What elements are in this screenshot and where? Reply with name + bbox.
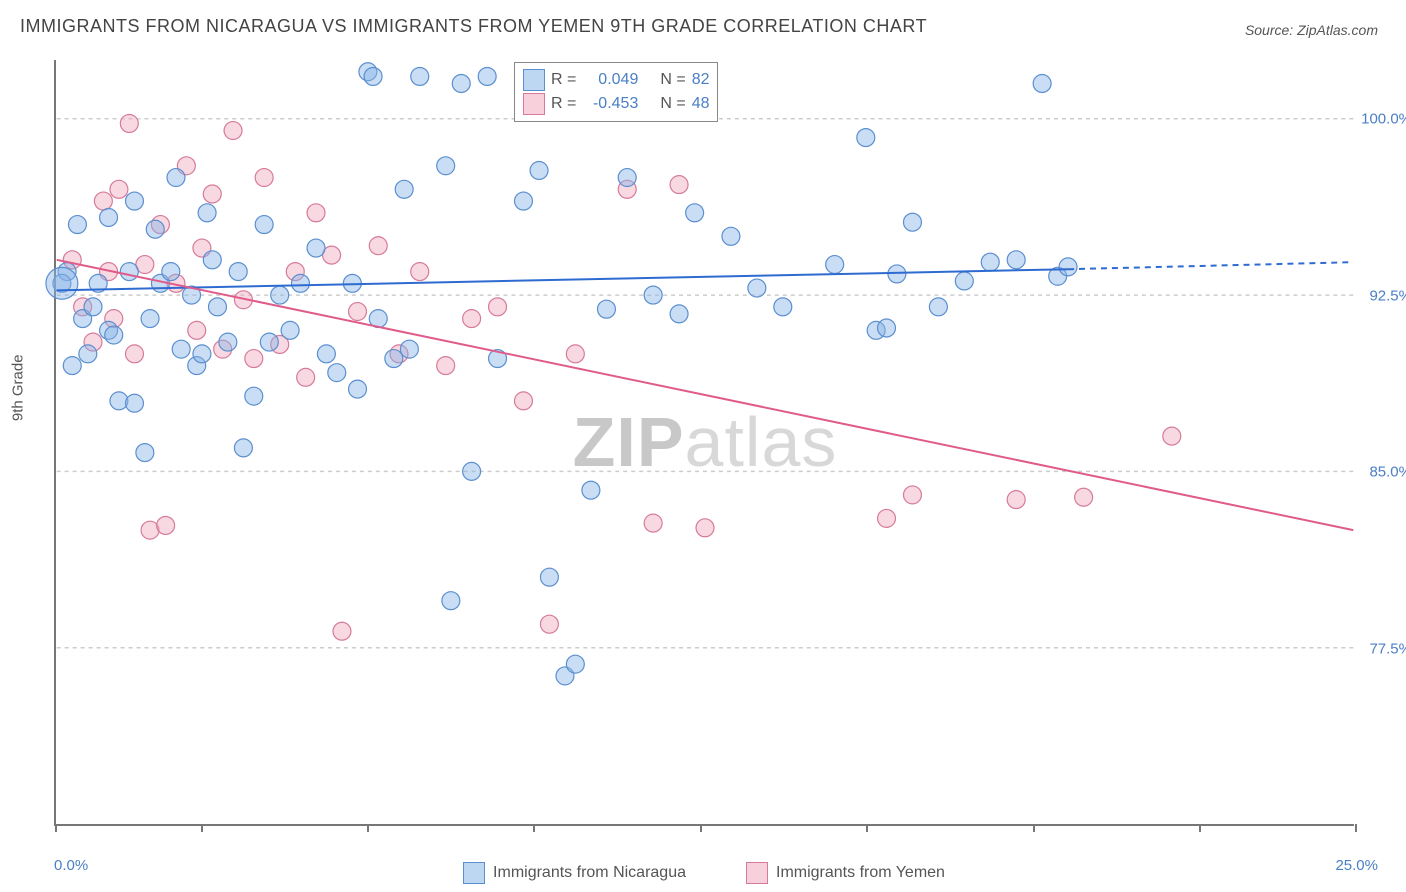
x-tick <box>700 824 702 832</box>
r-label: R = <box>551 71 576 89</box>
r-value: -0.453 <box>582 95 638 113</box>
plot-svg <box>56 60 1354 824</box>
chart-title: IMMIGRANTS FROM NICARAGUA VS IMMIGRANTS … <box>20 16 927 37</box>
x-tick <box>55 824 57 832</box>
source-attribution: Source: ZipAtlas.com <box>1245 22 1378 38</box>
y-axis-label: 9th Grade <box>10 354 27 421</box>
x-tick <box>1033 824 1035 832</box>
r-label: R = <box>551 95 576 113</box>
chart-container: IMMIGRANTS FROM NICARAGUA VS IMMIGRANTS … <box>0 0 1406 892</box>
x-tick <box>367 824 369 832</box>
series-legend-item: Immigrants from Yemen <box>746 862 945 884</box>
r-value: 0.049 <box>582 71 638 89</box>
series-legend-item: Immigrants from Nicaragua <box>463 862 686 884</box>
plot-area: ZIPatlas 77.5%85.0%92.5%100.0% <box>54 60 1354 826</box>
x-tick <box>533 824 535 832</box>
x-tick-label: 25.0% <box>1335 857 1378 874</box>
correlation-legend: R = 0.049 N = 82 R = -0.453 N = 48 <box>514 62 718 122</box>
series-legend: Immigrants from Nicaragua Immigrants from… <box>54 862 1354 884</box>
x-tick <box>1199 824 1201 832</box>
series-label: Immigrants from Yemen <box>776 864 945 882</box>
x-tick <box>1355 824 1357 832</box>
x-tick-label: 0.0% <box>54 857 88 874</box>
n-label: N = <box>660 95 685 113</box>
y-tick-label: 100.0% <box>1361 110 1406 127</box>
x-tick <box>866 824 868 832</box>
legend-swatch <box>463 862 485 884</box>
legend-swatch <box>523 93 545 115</box>
n-value: 82 <box>692 71 710 89</box>
legend-row: R = -0.453 N = 48 <box>523 93 709 115</box>
y-tick-label: 77.5% <box>1369 641 1406 658</box>
legend-row: R = 0.049 N = 82 <box>523 69 709 91</box>
n-label: N = <box>660 71 685 89</box>
legend-swatch <box>746 862 768 884</box>
series-label: Immigrants from Nicaragua <box>493 864 686 882</box>
y-tick-label: 92.5% <box>1369 287 1406 304</box>
legend-swatch <box>523 69 545 91</box>
y-tick-label: 85.0% <box>1369 464 1406 481</box>
x-tick <box>201 824 203 832</box>
n-value: 48 <box>692 95 710 113</box>
